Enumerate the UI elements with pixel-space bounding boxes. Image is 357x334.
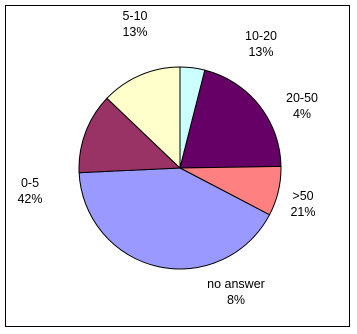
- pie-slice-10-20: [106, 66, 181, 170]
- pie-labels: 20-50 4%>50 21%no answer 8%0-5 42%5-10 13% 10-…: [17, 9, 318, 307]
- pie-slices: [78, 66, 282, 270]
- slice-category-5-10: 5-10: [122, 9, 147, 23]
- slice-percent-5-10: 13%: [122, 25, 147, 39]
- slice-label-50: >50 21%: [290, 189, 315, 219]
- slice-label-20-50: 20-50 4%: [286, 91, 318, 121]
- pie-slice-5-10: [78, 97, 182, 174]
- slice-category-no-answer: no answer: [207, 277, 265, 291]
- slice-percent-50: 21%: [290, 205, 315, 219]
- slice-label-10-20: 10-20 13%: [245, 29, 277, 59]
- slice-label-5-10: 5-10 13%: [122, 9, 147, 39]
- slice-label-0-5: 0-5 42%: [17, 176, 42, 206]
- slice-category-10-20: 10-20: [245, 29, 277, 43]
- slice-label-no-answer: no answer 8%: [207, 277, 265, 307]
- slice-percent-10-20: 13%: [248, 45, 273, 59]
- pie-slice-50: [179, 69, 282, 169]
- slice-category-0-5: 0-5: [21, 176, 39, 190]
- slice-category-20-50: 20-50: [286, 91, 318, 105]
- slice-percent-20-50: 4%: [293, 107, 311, 121]
- slice-percent-no-answer: 8%: [227, 293, 245, 307]
- slice-category-50: >50: [292, 189, 313, 203]
- pie-slice-0-5: [78, 167, 271, 270]
- slice-percent-0-5: 42%: [17, 192, 42, 206]
